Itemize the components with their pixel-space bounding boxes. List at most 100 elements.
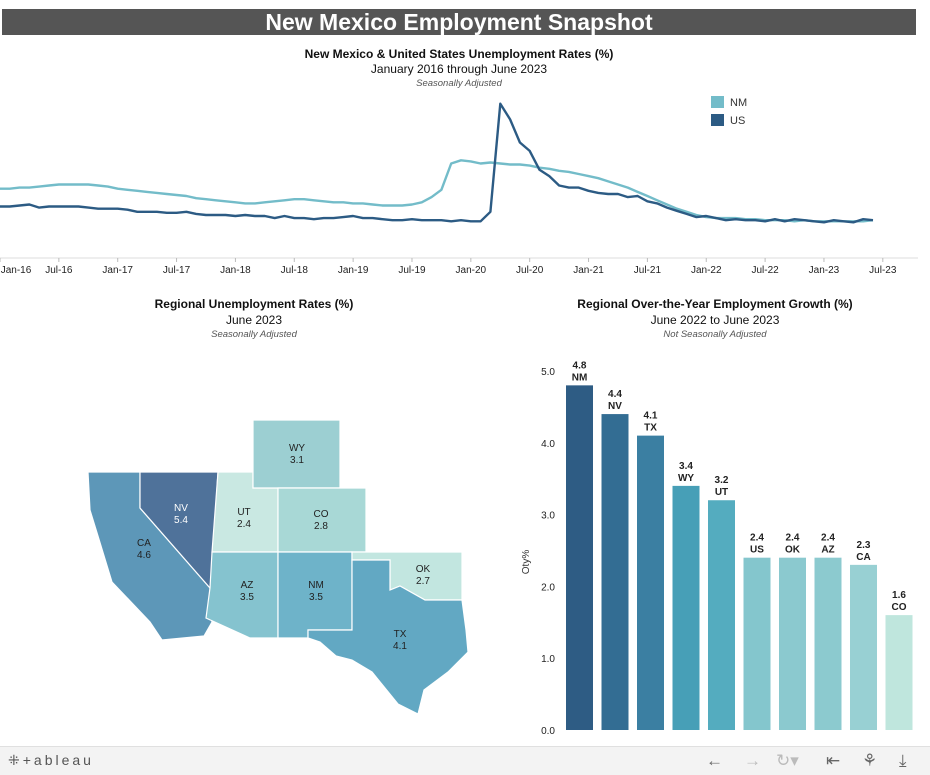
y-tick-label: 4.0: [541, 439, 555, 450]
undo-icon[interactable]: ←: [706, 751, 723, 770]
bar-value-label: 2.4: [786, 533, 800, 544]
bar-value-label: 3.2: [715, 475, 729, 486]
map-label-ca-abbr: CA: [137, 538, 151, 549]
bar-category-label: WY: [678, 473, 694, 484]
y-tick-label: 2.0: [541, 582, 555, 593]
x-tick-label: Jan-19: [338, 265, 369, 276]
state-wy[interactable]: [252, 419, 341, 489]
y-tick-label: 3.0: [541, 511, 555, 522]
x-tick-label: Jul-21: [634, 265, 662, 276]
map-label-nv-value: 5.4: [174, 515, 188, 526]
series-line-us[interactable]: [0, 102, 874, 224]
bar-category-label: TX: [644, 423, 657, 434]
bar-chart[interactable]: Oty% 0.0 1.0 2.0 3.0 4.0 5.0 4.8NM 4.4NV 4.1TX 3…: [515, 352, 925, 744]
bar-tx[interactable]: [637, 435, 664, 730]
line-chart-title: New Mexico & United States Unemployment …: [304, 47, 614, 61]
bar-value-label: 2.4: [821, 533, 835, 544]
bar-wy[interactable]: [672, 485, 700, 730]
line-chart-note: Seasonally Adjusted: [416, 78, 502, 89]
map-label-ca-value: 4.6: [137, 550, 151, 561]
x-tick-label: Jan-17: [102, 265, 133, 276]
reset-icon[interactable]: ⇤: [826, 751, 841, 770]
bar-chart-note: Not Seasonally Adjusted: [663, 329, 767, 340]
map-label-nv-abbr: NV: [174, 503, 188, 514]
line-chart[interactable]: Jan-16 Jul-16 Jan-17 Jul-17 Jan-18 Jul-18 Jan-…: [0, 90, 930, 290]
bar-value-label: 2.4: [750, 533, 764, 544]
x-tick-label: Jul-20: [516, 265, 544, 276]
map-note: Seasonally Adjusted: [211, 329, 297, 340]
legend-label-nm[interactable]: NM: [730, 97, 747, 109]
bar-category-label: NM: [572, 372, 588, 383]
line-chart-subtitle: January 2016 through June 2023: [370, 62, 548, 76]
x-tick-label: Jul-19: [398, 265, 426, 276]
x-tick-label: Jul-22: [751, 265, 779, 276]
bar-az[interactable]: [814, 557, 842, 730]
bar-value-label: 4.8: [573, 360, 587, 371]
series-line-nm[interactable]: [0, 159, 874, 223]
x-tick-label: Jan-21: [573, 265, 604, 276]
tableau-logo[interactable]: ⁜+ableau: [8, 752, 94, 768]
map-label-ok-abbr: OK: [416, 564, 431, 575]
y-tick-label: 0.0: [541, 726, 555, 737]
map-label-ut-abbr: UT: [237, 507, 250, 518]
map-label-nm-value: 3.5: [309, 592, 323, 603]
map-label-tx-value: 4.1: [393, 641, 407, 652]
share-icon[interactable]: ⚘: [862, 751, 878, 770]
line-chart-legend[interactable]: NM US: [711, 96, 747, 127]
bar-category-label: CO: [892, 602, 907, 613]
bar-value-label: 4.4: [608, 389, 622, 400]
revert-icon[interactable]: ↻▾: [776, 751, 799, 770]
legend-swatch-nm[interactable]: [711, 96, 724, 108]
x-tick-label: Jan-18: [220, 265, 251, 276]
redo-icon[interactable]: →: [744, 751, 761, 770]
bar-category-label: OK: [785, 545, 801, 556]
bar-category-label: NV: [608, 401, 622, 412]
bar-value-label: 3.4: [679, 461, 693, 472]
bar-ca[interactable]: [850, 564, 877, 730]
regional-map[interactable]: CA 4.6 NV 5.4 UT 2.4 WY 3.1 CO 2.8 AZ 3.…: [0, 360, 500, 740]
map-label-co-abbr: CO: [314, 509, 329, 520]
map-label-wy-abbr: WY: [289, 443, 305, 454]
bar-category-label: UT: [715, 487, 728, 498]
map-label-co-value: 2.8: [314, 521, 328, 532]
x-tick-label: Jan-22: [691, 265, 722, 276]
map-label-ok-value: 2.7: [416, 576, 430, 587]
legend-swatch-us[interactable]: [711, 114, 724, 126]
map-label-tx-abbr: TX: [394, 629, 407, 640]
bar-co[interactable]: [885, 615, 913, 730]
bar-category-label: CA: [856, 552, 870, 563]
bar-chart-ylabel: Oty%: [521, 550, 532, 575]
page-title: New Mexico Employment Snapshot: [2, 9, 916, 35]
x-tick-label: Jul-17: [163, 265, 191, 276]
map-label-ut-value: 2.4: [237, 519, 251, 530]
state-co[interactable]: [277, 487, 367, 553]
map-label-wy-value: 3.1: [290, 455, 304, 466]
x-tick-label: Jul-16: [45, 265, 73, 276]
bar-category-label: AZ: [821, 545, 834, 556]
x-tick-label: Jan-20: [456, 265, 487, 276]
x-tick-label: Jul-18: [281, 265, 309, 276]
legend-label-us[interactable]: US: [730, 115, 745, 127]
bar-us[interactable]: [743, 557, 771, 730]
x-tick-label: Jul-23: [869, 265, 897, 276]
bar-chart-subtitle: June 2022 to June 2023: [650, 313, 780, 327]
bar-value-label: 2.3: [857, 540, 871, 551]
bar-ok[interactable]: [779, 557, 806, 730]
x-tick-label: Jan-23: [809, 265, 840, 276]
bar-value-label: 1.6: [892, 590, 906, 601]
download-icon[interactable]: ⤓: [899, 751, 907, 770]
map-subtitle: June 2023: [225, 313, 283, 327]
map-title: Regional Unemployment Rates (%): [154, 297, 354, 311]
map-label-nm-abbr: NM: [308, 580, 324, 591]
state-tx[interactable]: [307, 559, 469, 715]
bar-chart-title: Regional Over-the-Year Employment Growth…: [577, 297, 853, 311]
bar-nm[interactable]: [566, 385, 593, 730]
x-tick-label: Jan-16: [1, 265, 32, 276]
y-tick-label: 5.0: [541, 367, 555, 378]
bar-category-label: US: [750, 545, 764, 556]
map-label-az-value: 3.5: [240, 592, 254, 603]
bar-ut[interactable]: [708, 500, 735, 730]
map-label-az-abbr: AZ: [241, 580, 254, 591]
bar-nv[interactable]: [601, 414, 629, 730]
viz-toolbar: ⁜+ableau ← → ↻▾ ⇤ ⚘ ⤓: [0, 746, 930, 775]
